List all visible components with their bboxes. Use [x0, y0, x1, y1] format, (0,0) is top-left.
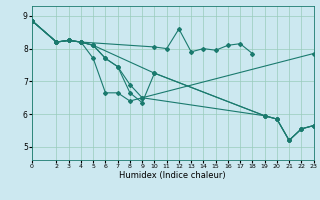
X-axis label: Humidex (Indice chaleur): Humidex (Indice chaleur): [119, 171, 226, 180]
